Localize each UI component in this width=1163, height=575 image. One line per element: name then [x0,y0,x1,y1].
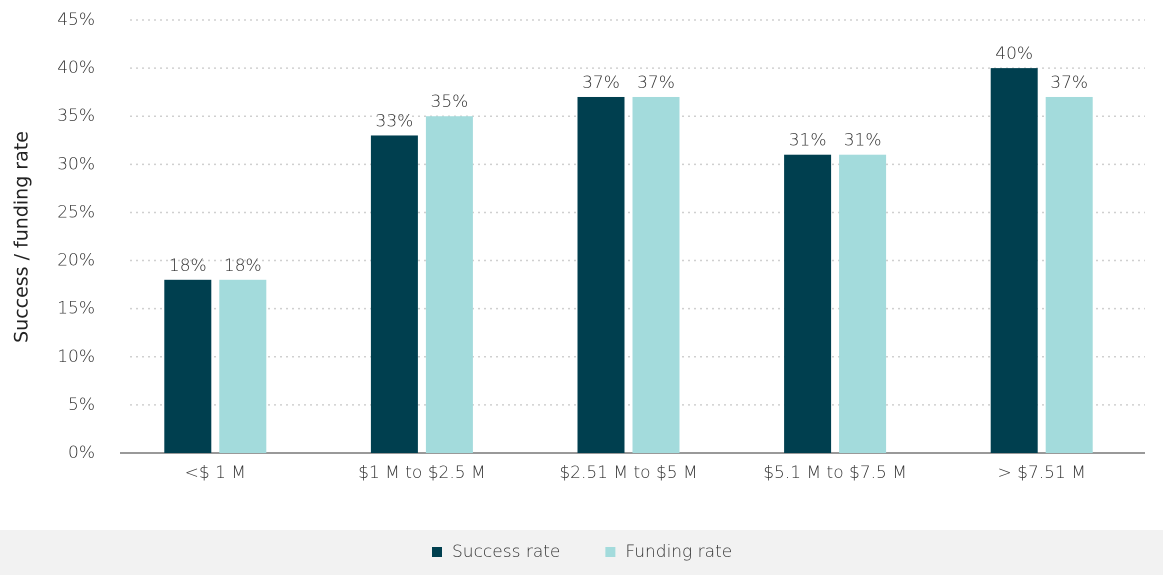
y-tick-label: 5% [68,395,95,415]
y-tick-label: 20% [57,251,95,271]
bar [632,96,680,453]
value-label: 31% [844,131,882,151]
value-label: 33% [376,111,414,131]
value-label: 18% [169,256,207,276]
bar [164,279,212,453]
y-tick-label: 35% [57,106,95,126]
x-tick-label: $5.1 M to $7.5 M [763,463,907,483]
bar [577,96,625,453]
y-tick-label: 15% [57,299,95,319]
legend-label: Success rate [452,542,560,562]
value-label: 37% [1050,73,1088,93]
x-tick-label: $1 M to $2.5 M [358,463,486,483]
y-tick-label: 30% [57,154,95,174]
bar [1045,96,1093,453]
y-tick-label: 10% [57,347,95,367]
bar [425,116,473,453]
legend-swatch [605,547,616,557]
y-tick-label: 25% [57,202,95,222]
legend-label: Funding rate [625,542,732,562]
value-label: 40% [995,44,1033,64]
legend-background [0,530,1163,575]
bar [990,68,1038,453]
x-tick-label: <$ 1 M [185,463,246,483]
y-tick-label: 40% [57,58,95,78]
value-label: 37% [582,73,620,93]
value-label: 37% [637,73,675,93]
bar [219,279,267,453]
x-tick-label: $2.51 M to $5 M [559,463,697,483]
y-tick-label: 0% [68,443,95,463]
y-tick-label: 45% [57,10,95,30]
legend-swatch [432,547,442,557]
bar [370,135,418,453]
y-axis-label: Success / funding rate [11,131,33,343]
value-label: 35% [431,92,469,112]
bar [784,154,832,453]
value-label: 31% [789,131,827,151]
x-tick-label: > $7.51 M [998,463,1086,483]
bar [839,154,887,453]
value-label: 18% [224,256,262,276]
